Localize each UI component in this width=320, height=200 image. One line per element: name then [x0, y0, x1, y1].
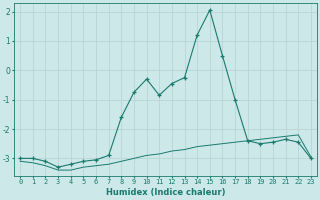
X-axis label: Humidex (Indice chaleur): Humidex (Indice chaleur): [106, 188, 225, 197]
